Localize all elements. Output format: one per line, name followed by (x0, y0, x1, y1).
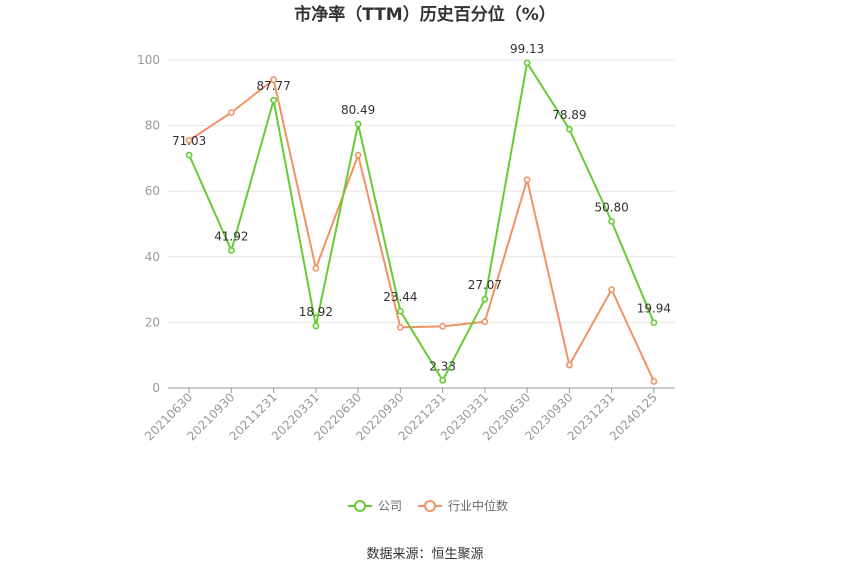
data-point-industry (608, 286, 616, 293)
y-tick-label: 80 (145, 119, 160, 133)
data-point-company (565, 125, 573, 133)
data-point-company (227, 247, 235, 254)
data-point-industry (354, 151, 362, 159)
data-point-company (270, 96, 278, 104)
legend-marker-company (354, 500, 366, 512)
data-point-company (650, 319, 658, 326)
data-label-company: 80.49 (341, 103, 375, 117)
legend-label-company: 公司 (378, 499, 402, 513)
data-point-company (396, 307, 404, 315)
legend-label-industry: 行业中位数 (448, 498, 508, 513)
data-label-company: 71.03 (172, 134, 206, 148)
y-tick-label: 40 (145, 250, 160, 264)
data-point-industry (312, 264, 320, 272)
data-label-company: 99.13 (510, 42, 544, 56)
data-point-industry (565, 361, 573, 369)
series-layer (185, 59, 658, 385)
data-point-industry (439, 322, 447, 330)
data-point-company (354, 120, 362, 128)
data-point-industry (523, 176, 531, 184)
legend-marker-industry (424, 500, 436, 512)
data-point-company (312, 322, 320, 330)
y-tick-label: 0 (152, 381, 160, 395)
data-label-layer: 71.03 41.92 87.77 18.92 80.49 23.44 2.33 27.07 9… (172, 42, 671, 374)
data-label-company: 50.80 (594, 200, 628, 214)
data-label-company: 78.89 (552, 108, 586, 122)
series-line-company (188, 61, 655, 382)
source-note: 数据来源：恒生聚源 (366, 547, 483, 562)
data-point-company (439, 376, 447, 384)
legend: 公司 行业中位数 (348, 498, 508, 513)
data-label-company: 87.77 (256, 79, 290, 93)
data-point-company (608, 217, 616, 225)
series-line-industry (188, 78, 655, 382)
data-label-company: 27.07 (468, 278, 502, 292)
data-label-company: 18.92 (299, 305, 333, 319)
grid-layer (168, 59, 675, 323)
y-tick-label: 60 (145, 184, 160, 198)
data-point-company (481, 295, 489, 303)
data-point-industry (481, 318, 489, 326)
y-tick-label: 100 (137, 53, 160, 67)
data-point-industry (270, 76, 278, 84)
data-point-company (523, 59, 531, 67)
data-point-industry (227, 109, 235, 116)
data-label-company: 19.94 (637, 302, 671, 316)
data-point-industry (650, 378, 658, 385)
axis-layer: 0204060801002021063020210930202112312022… (137, 53, 675, 443)
data-label-company: 2.33 (429, 359, 456, 373)
y-tick-label: 20 (145, 315, 160, 329)
data-label-company: 41.92 (214, 230, 248, 244)
data-label-company: 23.44 (383, 290, 417, 304)
data-point-industry (185, 136, 193, 144)
data-point-industry (396, 323, 404, 331)
data-point-company (185, 151, 193, 159)
chart-title: 市净率（TTM）历史百分位（%） (294, 4, 556, 25)
